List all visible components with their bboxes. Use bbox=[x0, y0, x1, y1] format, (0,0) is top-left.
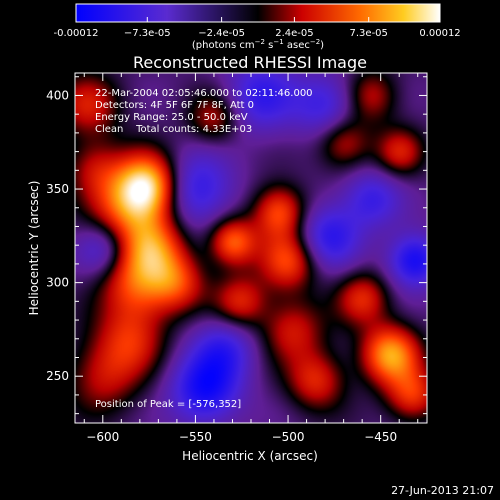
colorbar-tick-label: −7.3e-05 bbox=[124, 28, 171, 39]
colorbar-units: (photons cm−2 s−1 asec−2) bbox=[192, 38, 324, 51]
x-tick-label: −450 bbox=[364, 430, 397, 444]
colorbar-tick-label: 2.4e-05 bbox=[275, 28, 313, 39]
y-tick-label: 350 bbox=[46, 182, 69, 196]
y-axis-label: Heliocentric Y (arcsec) bbox=[27, 181, 41, 316]
info-line-time: 22-Mar-2004 02:05:46.000 to 02:11:46.000 bbox=[95, 88, 313, 99]
info-line-detectors: Detectors: 4F 5F 6F 7F 8F, Att 0 bbox=[95, 100, 254, 111]
axes: −600 −550 −500 −450 250 300 350 400 bbox=[46, 73, 427, 444]
footer-timestamp: 27-Jun-2013 21:07 bbox=[391, 484, 494, 497]
colorbar-ticks: -0.00012 −7.3e-05 −2.4e-05 2.4e-05 7.3e-05 0.… bbox=[54, 17, 461, 39]
colorbar-tick-label: 7.3e-05 bbox=[350, 28, 388, 39]
y-tick-label: 400 bbox=[46, 88, 69, 102]
colorbar-tick-label: -0.00012 bbox=[54, 28, 99, 39]
info-block: 22-Mar-2004 02:05:46.000 to 02:11:46.000… bbox=[95, 88, 313, 135]
info-line-counts: Clean Total counts: 4.33E+03 bbox=[95, 124, 252, 135]
chart-title: Reconstructed RHESSI Image bbox=[133, 53, 367, 72]
heatmap-image bbox=[75, 73, 427, 423]
info-line-energy: Energy Range: 25.0 - 50.0 keV bbox=[95, 112, 248, 123]
y-tick-label: 300 bbox=[46, 276, 69, 290]
peak-position-label: Position of Peak = [-576,352] bbox=[95, 399, 241, 410]
x-tick-label: −550 bbox=[179, 430, 212, 444]
x-tick-label: −600 bbox=[86, 430, 119, 444]
x-tick-label: −500 bbox=[272, 430, 305, 444]
colorbar-tick-label: −2.4e-05 bbox=[198, 28, 245, 39]
colorbar-tick-label: 0.00012 bbox=[419, 28, 460, 39]
x-axis-label: Heliocentric X (arcsec) bbox=[182, 449, 318, 463]
colorbar-gradient bbox=[75, 3, 441, 23]
colorbar: -0.00012 −7.3e-05 −2.4e-05 2.4e-05 7.3e-05 0.… bbox=[54, 3, 461, 51]
y-tick-label: 250 bbox=[46, 369, 69, 383]
